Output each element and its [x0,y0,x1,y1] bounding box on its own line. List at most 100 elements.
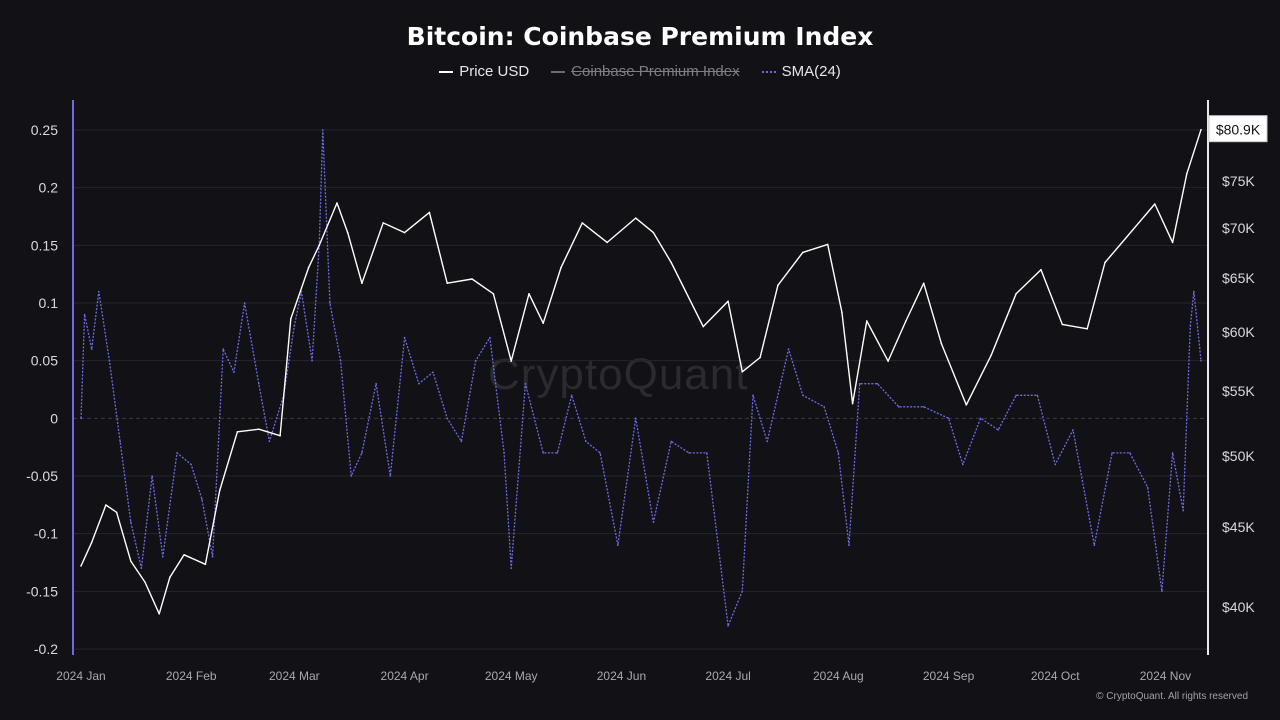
sma-line-point [652,521,655,523]
price-line-point [492,293,495,295]
price-line-point [940,342,943,345]
y-tick-label-right: $45K [1222,519,1255,535]
sma-line-point [446,417,449,420]
x-tick-label: 2024 Jul [705,669,750,683]
price-line-point [851,402,854,405]
sma-line-point [741,590,744,593]
sma-line-point [140,567,143,570]
price-line-point [542,322,544,325]
y-tick-label-right: $75K [1222,173,1255,189]
legend-item-sma[interactable]: SMA(24) [761,63,841,80]
sma-line-point [339,359,342,362]
sma-line-point [1182,509,1184,512]
y-tick-label-left: 0.25 [31,122,58,138]
price-line-point [1015,293,1017,295]
price-line-point [144,581,146,583]
price-line-point [1200,128,1202,131]
x-tick-label: 2024 Feb [166,669,217,683]
price-line-point [1125,236,1128,239]
sma-line-point [1111,452,1113,454]
y-tick-label-right: $40K [1222,599,1255,615]
x-tick-label: 2024 Nov [1140,669,1191,683]
sma-line-point [570,394,573,397]
price-line-point [560,266,562,269]
x-tick-label: 2024 Aug [813,669,864,683]
sma-line-point [1193,290,1195,293]
sma-line-point [503,452,505,454]
price-line-point [105,504,107,506]
x-tick-label: 2024 Mar [269,669,320,683]
sma-line-point [322,129,324,131]
price-line-point [866,320,868,322]
price-line-point [307,266,310,269]
sma-line-point [1015,394,1017,397]
sma-line-point [80,417,82,420]
sma-line-point [1200,359,1202,362]
sma-line-point [599,452,601,454]
price-line-point [528,293,530,295]
legend: Price USD Coinbase Premium Index SMA(24) [0,63,1280,80]
sma-line-point [688,452,690,454]
price-line-point [1086,328,1088,330]
legend-item-price[interactable]: Price USD [439,63,529,80]
price-line-point [183,554,185,556]
sma-line-point [617,544,619,546]
x-tick-label: 2024 Sep [923,669,975,683]
price-line-point [1040,268,1042,271]
price-line-point [169,576,171,578]
sma-line-point [201,498,203,500]
price-line-point [1154,203,1156,205]
price-line-point [802,251,804,254]
sma-line-point [403,336,406,339]
sma-line-point [474,359,477,362]
y-tick-label-left: -0.05 [26,468,58,484]
sma-line-point [222,348,224,350]
sma-line-point [233,371,235,374]
legend-swatch-sma [761,70,776,73]
sma-line-point [90,348,93,350]
sma-line-point [1054,463,1056,466]
sma-line-point [858,382,861,385]
x-tick-label: 2024 Oct [1031,669,1080,683]
sma-line-point [898,406,900,408]
copyright-footer: © CryptoQuant. All rights reserved [1096,691,1248,702]
sma-line-point [350,475,353,477]
price-line-point [258,428,260,431]
legend-item-premium-index[interactable]: Coinbase Premium Index [551,63,740,80]
legend-swatch-premium-index [551,70,566,73]
price-line-point [318,244,321,247]
y-tick-label-right: $55K [1222,383,1255,399]
price-line-point [652,231,655,234]
price-line-point [777,284,779,287]
y-tick-label-left: 0.15 [31,237,58,253]
sma-line-point [524,382,527,385]
sma-line-point [510,567,512,570]
price-line-point [1186,173,1188,175]
price-line-point [471,278,473,280]
sma-line-point [268,440,271,443]
sma-line-point [460,440,463,443]
sma-line-point [119,440,121,443]
y-tick-label-right: $70K [1222,220,1255,236]
price-line-point [90,541,93,544]
sma-line-point [962,463,964,466]
legend-swatch-price [439,70,454,73]
price-line-point [1171,241,1174,244]
price-line-point [670,261,672,264]
price-line-point [446,282,449,285]
price-line-point [346,231,349,234]
price-line-point [581,222,584,224]
price-line-point [510,360,512,362]
price-line-point [236,431,239,433]
x-tick-label: 2024 Jun [597,669,646,683]
price-line-point [1061,323,1064,326]
legend-label-sma: SMA(24) [781,63,841,80]
price-line-point [905,320,907,322]
sma-line-point [243,302,246,304]
sma-line-point [848,544,850,546]
price-line-point [115,511,118,514]
price-line-point [290,318,292,320]
y-tick-label-left: 0.05 [31,353,58,369]
sma-line-point [329,302,331,304]
sma-line-point [787,348,790,350]
